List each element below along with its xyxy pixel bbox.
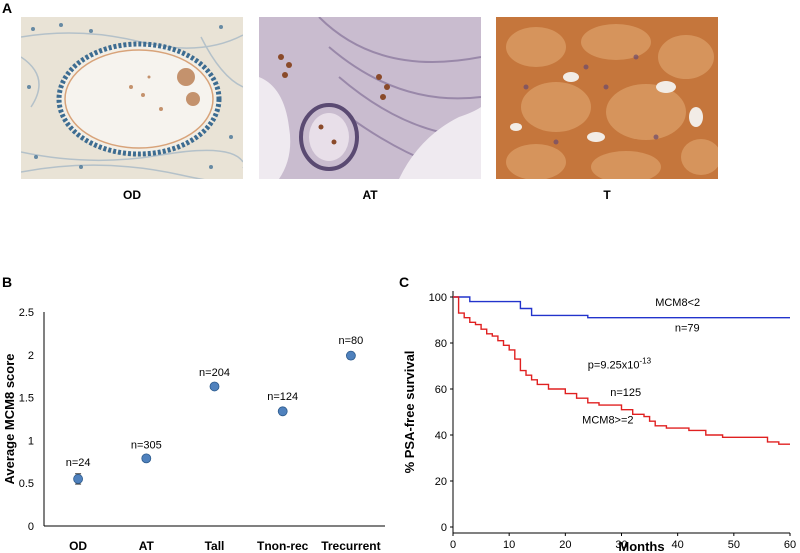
- sample-size-label: n=79: [675, 323, 700, 335]
- micrograph-label-t: T: [603, 188, 611, 202]
- sample-size-label: n=24: [66, 457, 91, 469]
- y-tick-label: 2: [28, 350, 34, 362]
- x-axis-label: Months: [618, 539, 664, 553]
- x-tick-label: 50: [728, 539, 740, 551]
- x-tick-label: 40: [672, 539, 684, 551]
- y-tick-label: 0: [28, 521, 34, 533]
- p-value-text: p=9.25x10: [588, 359, 640, 371]
- x-tick-label: OD: [69, 539, 87, 553]
- data-point: [277, 406, 288, 417]
- x-tick-label: Tall: [205, 539, 225, 553]
- y-tick-label: 1: [28, 435, 34, 447]
- y-tick-label: 1.5: [19, 393, 34, 405]
- curve-annotations: MCM8<2 n=79 n=125 MCM8>=2 p=9.25x10-13: [582, 297, 700, 426]
- sample-size-label: n=124: [267, 391, 298, 403]
- y-tick-label: 0.5: [19, 478, 34, 490]
- data-point: [209, 381, 220, 392]
- y-tick-label: 80: [435, 338, 447, 350]
- y-tick-label: 60: [435, 384, 447, 396]
- panel-letter-b: B: [2, 274, 13, 290]
- x-tick-label: 20: [559, 539, 571, 551]
- y-tick-label: 100: [429, 292, 447, 304]
- panel-letter-a: A: [2, 0, 13, 16]
- x-tick-labels: OD AT Tall Tnon-rec Trecurrent: [69, 539, 380, 553]
- x-tick-label: Tnon-rec: [257, 539, 309, 553]
- series-name-label: MCM8>=2: [582, 415, 633, 427]
- y-tick-label: 2.5: [19, 307, 34, 319]
- y-tick-labels: 0 20 40 60 80 100: [429, 292, 453, 534]
- series-line-mcm8-low: [453, 296, 790, 319]
- x-tick-label: 60: [784, 539, 796, 551]
- sample-size-label: n=204: [199, 367, 230, 379]
- y-axis-label: Average MCM8 score: [2, 353, 17, 484]
- y-tick-labels: 0 0.5 1 1.5 2 2.5: [19, 307, 34, 533]
- x-tick-label: Trecurrent: [321, 539, 380, 553]
- y-axis-label: % PSA-free survival: [402, 351, 417, 474]
- data-point: [141, 453, 152, 464]
- p-value-exponent: -13: [639, 356, 651, 365]
- survival-chart: % PSA-free survival Months 020406080100 …: [402, 291, 796, 553]
- sample-size-labels: n=24 n=305 n=204 n=124 n=80: [66, 335, 364, 469]
- micrograph-t: [496, 17, 718, 179]
- series-line-mcm8-high: [453, 296, 790, 445]
- x-tick-labels: 0 10 20 30 40 50 60: [450, 533, 796, 551]
- panel-letter-c: C: [399, 274, 410, 290]
- data-point: [73, 474, 83, 484]
- y-tick-label: 20: [435, 476, 447, 488]
- mcm8-score-chart: Average MCM8 score 0 0.5 1 1.5 2 2.5 OD AT Tall…: [2, 307, 385, 553]
- sample-size-label: n=305: [131, 440, 162, 452]
- p-value-label: p=9.25x10-13: [588, 356, 652, 371]
- x-tick-label: 30: [615, 539, 627, 551]
- micrograph-at: [259, 17, 481, 179]
- data-points: [73, 350, 356, 485]
- y-tick-label: 0: [441, 522, 447, 534]
- micrograph-label-at: AT: [362, 188, 378, 202]
- sample-size-label: n=80: [339, 335, 364, 347]
- series-name-label: MCM8<2: [655, 297, 700, 309]
- x-tick-label: AT: [139, 539, 155, 553]
- micrograph-od: [21, 17, 243, 179]
- x-tick-label: 10: [503, 539, 515, 551]
- sample-size-label: n=125: [610, 387, 641, 399]
- x-tick-label: 0: [450, 539, 456, 551]
- micrograph-label-od: OD: [123, 188, 141, 202]
- y-tick-label: 40: [435, 430, 447, 442]
- survival-curves: [453, 296, 790, 445]
- data-point: [345, 350, 356, 361]
